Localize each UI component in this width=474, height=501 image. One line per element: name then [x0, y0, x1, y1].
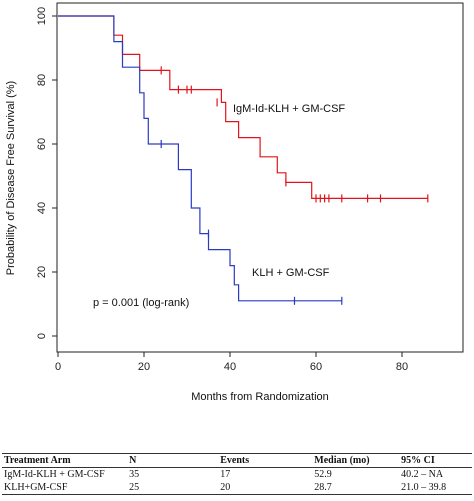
series-label-klh: KLH + GM-CSF [252, 267, 330, 279]
x-tick-label: 20 [138, 361, 150, 373]
x-tick-label: 80 [396, 361, 408, 373]
cell-ci: 40.2 – NA [401, 469, 444, 480]
y-tick-label: 0 [36, 333, 48, 339]
header-median: Median (mo) [312, 453, 400, 468]
cell-median: 52.9 [314, 469, 332, 480]
cell-events: 20 [218, 481, 313, 495]
summary-table: Treatment Arm N Events Median (mo) 95% C… [2, 453, 472, 495]
header-ci: 95% CI [399, 453, 472, 468]
cell-ci: 21.0 – 39.8 [399, 481, 472, 495]
cell-events: 17 [220, 469, 231, 480]
x-axis-title: Months from Randomization [191, 391, 329, 403]
cell-n: 35 [129, 469, 140, 480]
header-events: Events [218, 453, 313, 468]
y-axis: 0 20 40 60 80 100 [36, 7, 57, 339]
y-tick-label: 40 [36, 202, 48, 214]
header-treatment-arm: Treatment Arm [2, 453, 128, 468]
x-tick-label: 60 [310, 361, 322, 373]
y-tick-label: 80 [36, 74, 48, 86]
x-tick-label: 40 [224, 361, 236, 373]
cell-treatment-arm: KLH+GM-CSF [2, 481, 128, 495]
y-tick-label: 100 [36, 7, 48, 25]
x-tick-label: 0 [55, 361, 61, 373]
survival-curves [58, 15, 429, 305]
x-axis: 0 20 40 60 80 [55, 351, 408, 373]
cell-n: 25 [127, 481, 219, 495]
series-label-igm: IgM-Id-KLH + GM-CSF [233, 103, 345, 115]
p-value-annotation: p = 0.001 (log-rank) [93, 297, 189, 309]
table-header-row: Treatment Arm N Events Median (mo) 95% C… [2, 453, 472, 468]
y-tick-label: 60 [36, 138, 48, 150]
table-row: KLH+GM-CSF 25 20 28.7 21.0 – 39.8 [2, 481, 472, 495]
kaplan-meier-chart: 0 20 40 60 80 0 20 40 60 80 100 Months from Rando… [5, 2, 464, 403]
header-n: N [127, 453, 219, 468]
cell-treatment-arm: IgM-Id-KLH + GM-CSF [4, 469, 105, 480]
y-tick-label: 20 [36, 266, 48, 278]
cell-median: 28.7 [312, 481, 400, 495]
series-line-1 [58, 15, 342, 302]
table-row: IgM-Id-KLH + GM-CSF 35 17 52.9 40.2 – NA [2, 468, 472, 482]
y-axis-title: Probability of Disease Free Survival (%) [5, 81, 17, 275]
